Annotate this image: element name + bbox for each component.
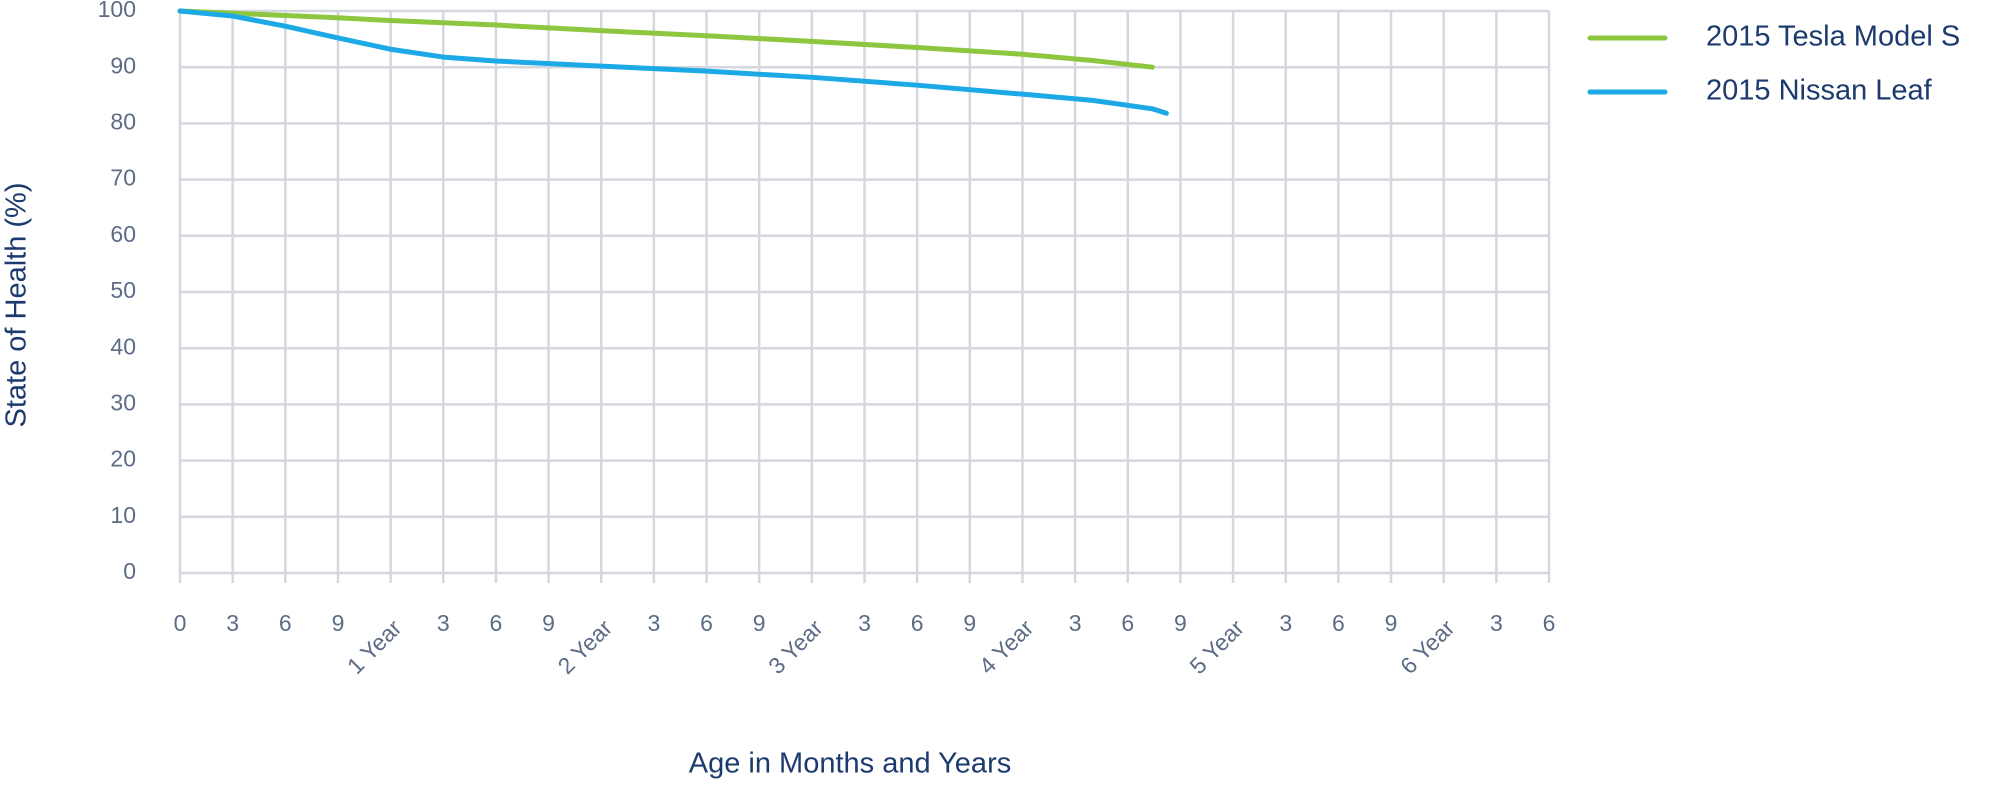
x-tick-label: 6 bbox=[279, 610, 292, 636]
x-tick-label: 3 bbox=[1279, 610, 1292, 636]
x-tick-label: 3 bbox=[1490, 610, 1503, 636]
x-tick-label: 3 bbox=[226, 610, 239, 636]
y-tick-label: 90 bbox=[110, 52, 136, 78]
legend-label: 2015 Tesla Model S bbox=[1706, 21, 1960, 53]
y-tick-label: 80 bbox=[110, 108, 136, 134]
x-tick-label: 6 bbox=[1543, 610, 1556, 636]
x-tick-label: 9 bbox=[753, 610, 766, 636]
x-tick-label: 9 bbox=[1174, 610, 1187, 636]
x-tick-label: 3 bbox=[858, 610, 871, 636]
x-tick-label: 1 Year bbox=[342, 614, 407, 679]
y-axis-title: State of Health (%) bbox=[1, 183, 33, 428]
data-line bbox=[177, 8, 1169, 116]
x-tick-label: 2 Year bbox=[553, 614, 618, 679]
legend-label: 2015 Nissan Leaf bbox=[1706, 75, 1933, 107]
x-tick-label: 9 bbox=[332, 610, 345, 636]
y-tick-label: 70 bbox=[110, 165, 136, 191]
y-tick-label: 10 bbox=[110, 502, 136, 528]
x-tick-label: 9 bbox=[963, 610, 976, 636]
x-tick-label: 6 bbox=[700, 610, 713, 636]
x-tick-label: 3 bbox=[647, 610, 660, 636]
y-tick-label: 100 bbox=[98, 0, 136, 22]
x-tick-label: 0 bbox=[174, 610, 187, 636]
y-tick-label: 50 bbox=[110, 277, 136, 303]
x-tick-label: 3 bbox=[437, 610, 450, 636]
y-tick-label: 40 bbox=[110, 333, 136, 359]
x-tick-label: 6 bbox=[1121, 610, 1134, 636]
y-tick-label: 30 bbox=[110, 389, 136, 415]
x-tick-label: 6 bbox=[911, 610, 924, 636]
x-tick-label: 6 Year bbox=[1395, 614, 1460, 679]
x-tick-label: 6 bbox=[1332, 610, 1345, 636]
data-line bbox=[177, 8, 1155, 70]
x-tick-label: 5 Year bbox=[1184, 614, 1249, 679]
x-tick-label: 4 Year bbox=[974, 614, 1039, 679]
y-tick-label: 20 bbox=[110, 446, 136, 472]
y-tick-label: 0 bbox=[123, 558, 136, 584]
x-tick-label: 9 bbox=[542, 610, 555, 636]
y-tick-label: 60 bbox=[110, 221, 136, 247]
x-tick-label: 9 bbox=[1385, 610, 1398, 636]
x-tick-label: 3 bbox=[1069, 610, 1082, 636]
x-tick-label: 3 Year bbox=[763, 614, 828, 679]
x-axis-title: Age in Months and Years bbox=[689, 748, 1011, 780]
x-tick-label: 6 bbox=[490, 610, 503, 636]
